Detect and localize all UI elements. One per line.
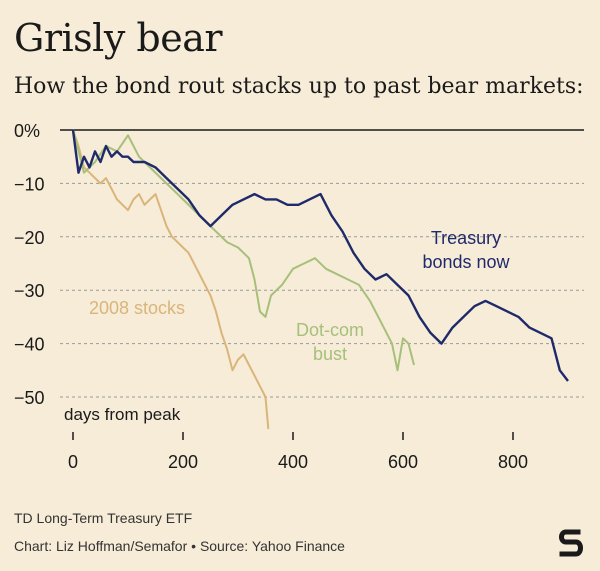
- x-tick-label: 600: [388, 452, 418, 472]
- y-tick-label: −40: [14, 335, 45, 355]
- x-tick-label: 800: [498, 452, 528, 472]
- series-line-dotcom: [72, 129, 415, 372]
- series-line-stocks2008: [72, 129, 270, 430]
- x-tick-label: 200: [168, 452, 198, 472]
- chart-subtitle: How the bond rout stacks up to past bear…: [14, 74, 584, 99]
- y-tick-label: 0%: [14, 121, 40, 141]
- series-line-treasury: [71, 129, 569, 382]
- x-tick-label: 0: [68, 452, 78, 472]
- footer-note: TD Long-Term Treasury ETF: [14, 510, 193, 526]
- series-label-treasury: bonds now: [422, 252, 510, 272]
- chart-title: Grisly bear: [14, 16, 223, 60]
- series-label-dotcom: Dot-com: [296, 320, 364, 340]
- x-tick-label: 400: [278, 452, 308, 472]
- series-label-treasury: Treasury: [431, 228, 501, 248]
- chart-plot: 0% −10 −20 −30 −40 −50 0 200 400 600 800 days from …: [14, 121, 584, 472]
- semafor-logo-icon: [559, 529, 583, 557]
- series-label-stocks2008: 2008 stocks: [89, 298, 185, 318]
- footer-credit: Chart: Liz Hoffman/Semafor • Source: Yah…: [14, 538, 345, 554]
- y-tick-label: −30: [14, 281, 45, 301]
- y-tick-label: −50: [14, 388, 45, 408]
- y-tick-label: −20: [14, 228, 45, 248]
- x-axis-label: days from peak: [64, 405, 181, 424]
- y-tick-label: −10: [14, 174, 45, 194]
- series-label-dotcom: bust: [313, 344, 347, 364]
